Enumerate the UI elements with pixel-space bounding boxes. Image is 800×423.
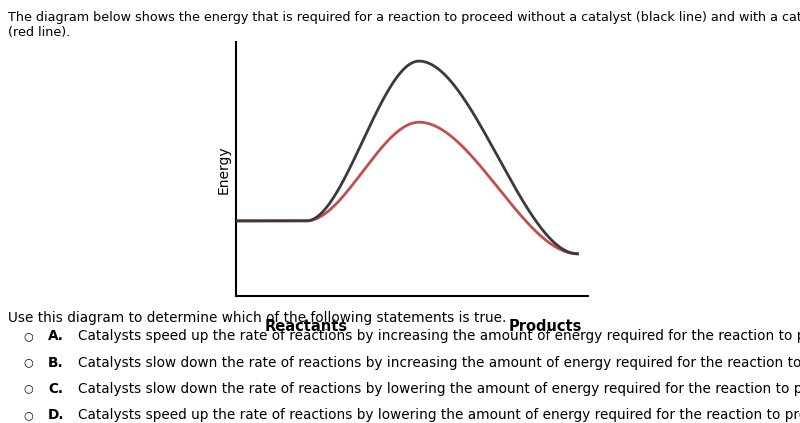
Text: Reactants: Reactants: [265, 319, 348, 334]
Text: ○: ○: [23, 384, 33, 394]
Text: D.: D.: [48, 408, 65, 422]
Text: Use this diagram to determine which of the following statements is true.: Use this diagram to determine which of t…: [8, 311, 506, 325]
Text: ○: ○: [23, 331, 33, 341]
Text: ○: ○: [23, 357, 33, 368]
Text: C.: C.: [48, 382, 63, 396]
Text: Catalysts speed up the rate of reactions by increasing the amount of energy requ: Catalysts speed up the rate of reactions…: [78, 329, 800, 343]
Text: B.: B.: [48, 355, 64, 370]
Text: Catalysts slow down the rate of reactions by lowering the amount of energy requi: Catalysts slow down the rate of reaction…: [78, 382, 800, 396]
Text: ○: ○: [23, 410, 33, 420]
Text: Products: Products: [509, 319, 582, 334]
Text: A.: A.: [48, 329, 64, 343]
Y-axis label: Energy: Energy: [217, 145, 230, 193]
Text: Catalysts slow down the rate of reactions by increasing the amount of energy req: Catalysts slow down the rate of reaction…: [78, 355, 800, 370]
Text: Catalysts speed up the rate of reactions by lowering the amount of energy requir: Catalysts speed up the rate of reactions…: [78, 408, 800, 422]
Text: The diagram below shows the energy that is required for a reaction to proceed wi: The diagram below shows the energy that …: [8, 11, 800, 38]
